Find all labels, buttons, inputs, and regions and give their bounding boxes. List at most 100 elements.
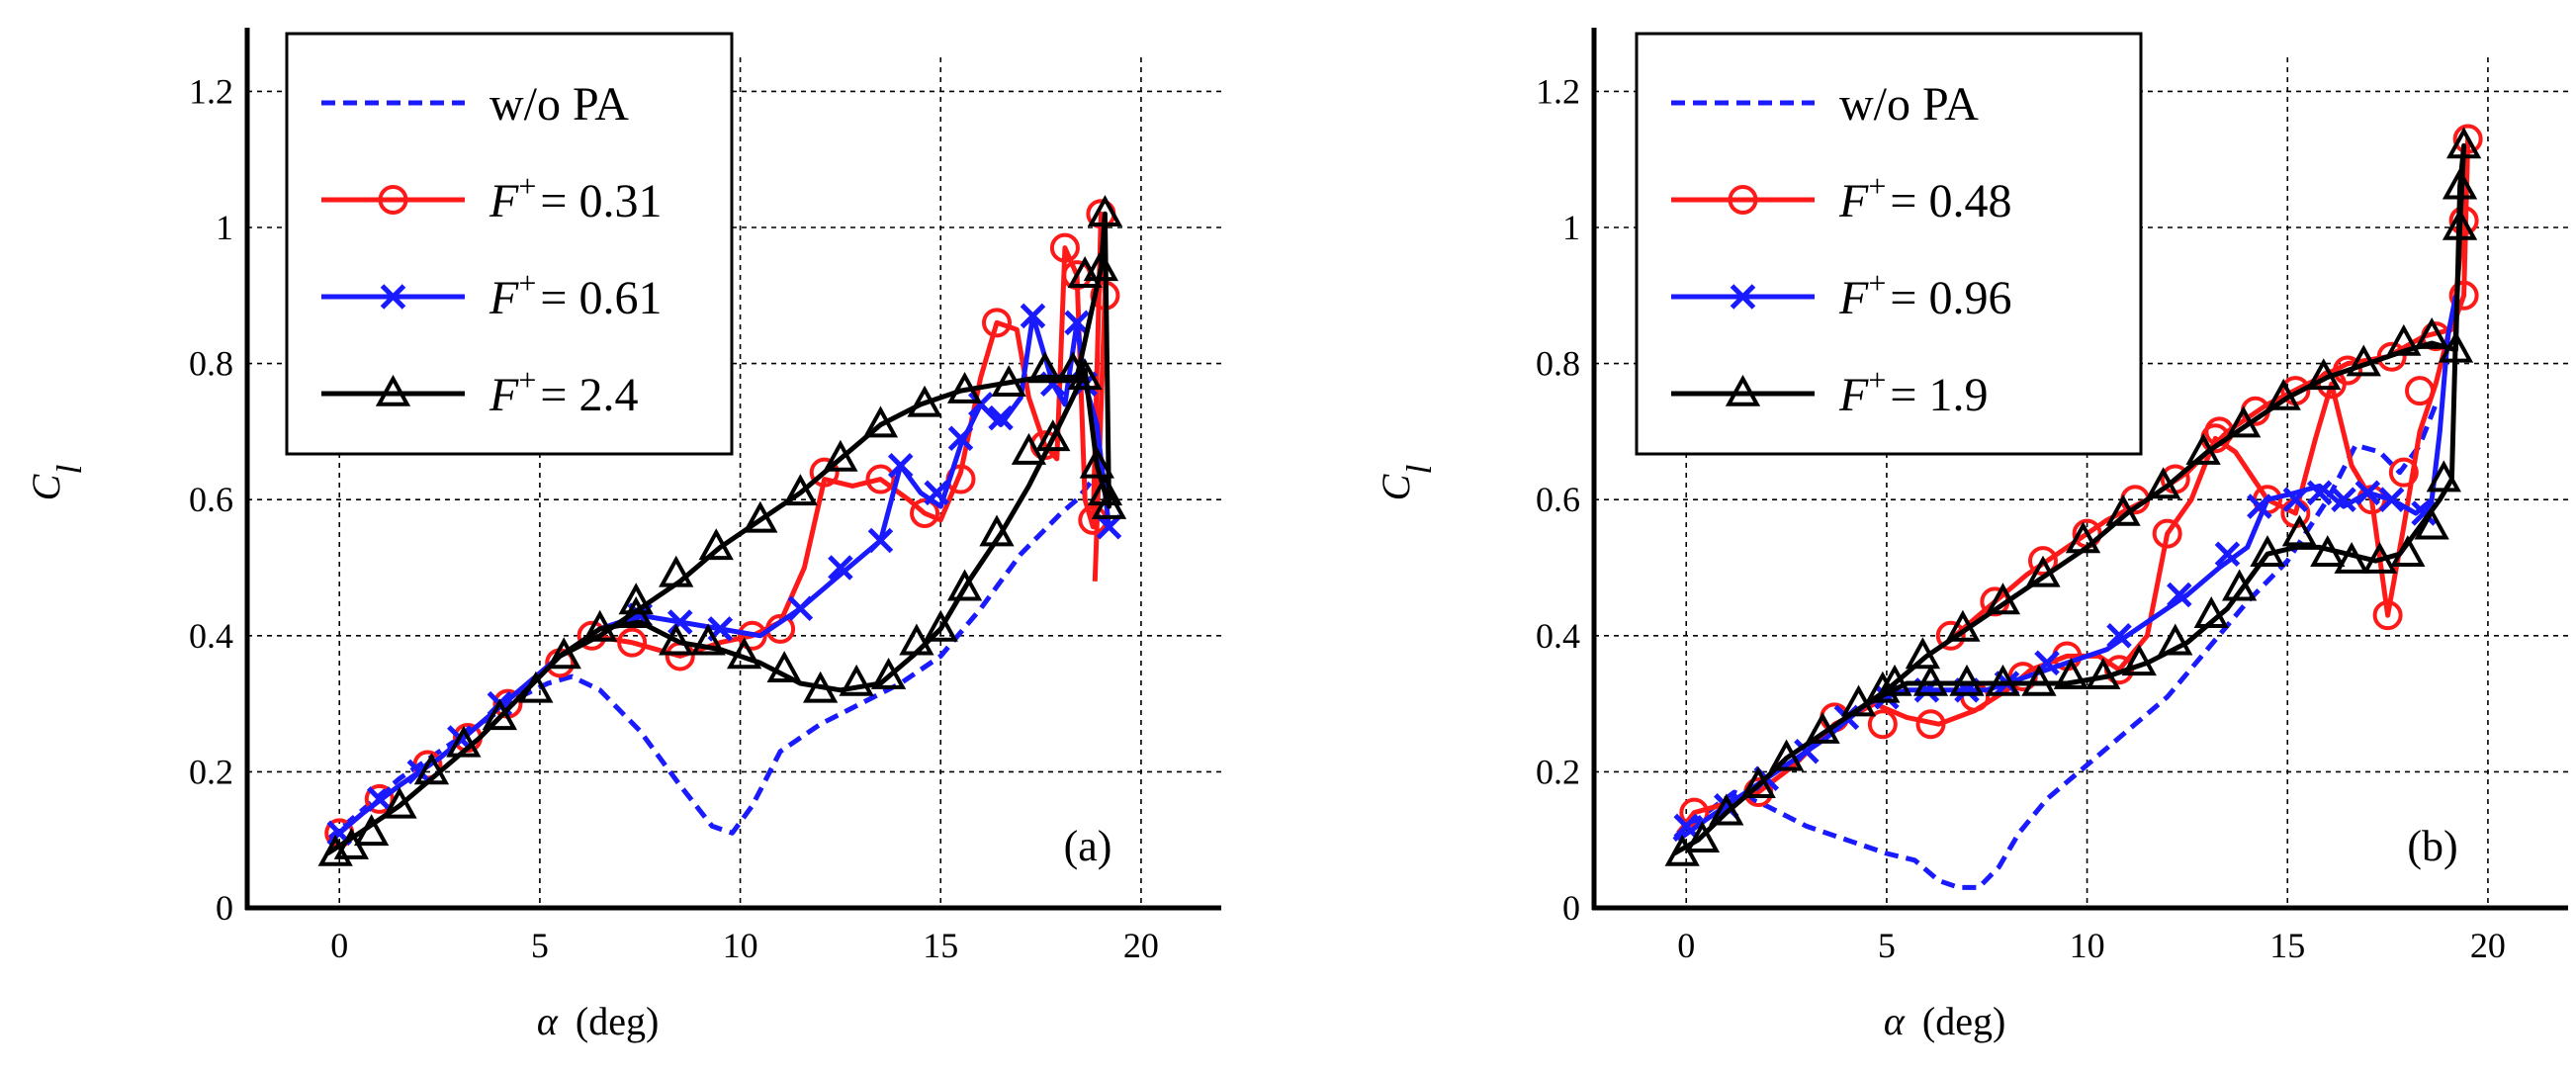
data-point [2411,500,2437,526]
data-point [1985,664,2021,696]
legend-entry: w/o PA [489,78,629,131]
data-point [1867,709,1898,740]
legend-symbol: F [489,175,519,227]
data-point [2426,460,2461,493]
legend-marker [1728,185,1758,215]
data-point [1035,419,1071,452]
y-tick-label: 1.2 [1536,71,1580,111]
data-point [1096,513,1122,540]
data-point [1020,303,1046,329]
x-axis-symbol: α [1884,999,1906,1043]
data-point [1684,821,1721,852]
y-tick-label: 0.6 [189,480,233,519]
data-point [364,783,395,814]
data-point [446,725,482,758]
y-axis-label-text: Cl [24,465,89,501]
data-point [2334,541,2369,574]
data-point [766,651,802,682]
data-point [1912,664,1949,696]
data-point [2361,541,2398,574]
data-point [1087,474,1123,506]
y-tick-label: 0 [1562,888,1580,928]
data-point [2310,535,2346,568]
data-point [2250,535,2285,568]
y-axis-subscript: l [1399,465,1439,475]
data-point [2452,124,2483,154]
data-point [2414,507,2449,540]
legend-entry: F+= 0.61 [489,265,662,324]
data-point [839,664,874,696]
legend-name: w/o PA [489,78,629,131]
legend-symbol: F [1838,272,1869,324]
data-point [617,627,648,658]
y-tick-label: 0.8 [1536,344,1580,384]
data-point [2442,208,2478,240]
panel-b-chart: 0 5 10 15 20 0 0.2 0.4 0.6 0.8 1 1.2 α (deg) Cl w/o PA F… [1374,28,2568,1043]
data-point [546,637,581,670]
data-point [1027,351,1063,384]
data-point [2167,582,2192,608]
legend-entry: F+= 2.4 [489,362,638,421]
y-axis-label: Cl [1374,465,1439,501]
series-3 [1664,127,2482,866]
x-tick-label: 10 [723,926,758,965]
data-point [947,425,974,452]
y-tick-label: 0.6 [1536,480,1580,519]
data-point [1011,432,1047,465]
data-point [907,385,942,417]
legend-superscript: + [1868,265,1886,301]
y-tick-label: 1 [1562,208,1580,247]
data-point [1768,739,1805,771]
data-point [924,480,949,506]
data-point [659,623,694,656]
y-tick-label: 0.2 [1536,752,1580,791]
data-point [1945,609,1981,642]
data-point [2053,657,2089,689]
y-tick-label: 0.4 [1536,616,1580,656]
data-point [946,569,983,601]
data-point [968,392,994,417]
data-point [2405,376,2436,406]
data-point [2438,330,2474,363]
y-tick-label: 0 [216,888,233,928]
data-point [803,671,839,703]
data-point [1794,738,1820,764]
data-point [1840,684,1877,717]
data-point [809,457,840,488]
data-point [1905,637,1941,670]
data-point [2442,167,2478,200]
data-point [2121,644,2157,676]
data-point [743,500,778,533]
data-point [2448,280,2479,311]
y-tick-label: 1.2 [189,71,233,111]
series-0 [1672,403,2439,890]
legend-symbol: F [1838,175,1869,227]
panel-a-chart: 0 5 10 15 20 0 0.2 0.4 0.6 0.8 1 1.2 α (deg) Cl w/o PA F… [24,28,1221,1043]
data-point [870,657,907,689]
data-point [782,474,819,506]
x-tick-label: 15 [2269,926,2305,965]
data-point [2106,623,2132,649]
y-axis-symbol: C [24,473,68,500]
data-point [2390,535,2426,568]
legend-symbol: F [489,369,519,421]
data-point [2226,405,2262,438]
y-tick-label: 0.4 [189,616,233,656]
legend-marker [1725,374,1761,406]
y-axis-symbol: C [1374,473,1418,500]
data-point [1709,793,1744,826]
x-axis-unit: (deg) [1922,999,2005,1043]
legend-marker [1730,284,1756,310]
legend-superscript: + [1868,168,1886,204]
legend-value: = 0.31 [540,175,662,227]
x-axis-unit: (deg) [576,999,659,1043]
data-point [2445,127,2482,159]
data-point [2265,378,2301,410]
data-point [366,786,393,812]
x-axis-label: α (deg) [537,999,659,1043]
y-axis-label-text: Cl [1374,465,1439,501]
x-tick-label: 15 [923,926,958,965]
data-point [991,365,1026,398]
legend-marker [378,185,408,215]
series-line [1672,403,2439,890]
